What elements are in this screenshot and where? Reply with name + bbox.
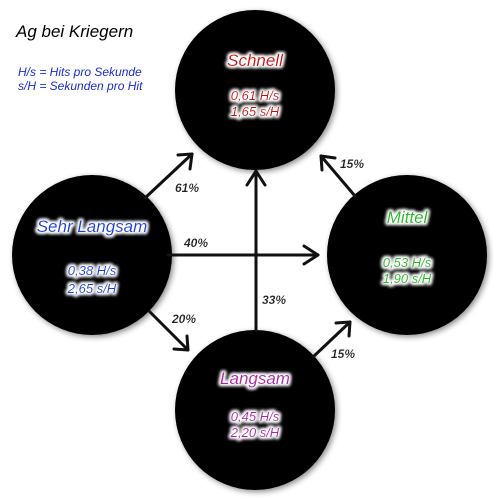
edge-label-mittel-to-schnell: 15% [340,157,364,171]
arrow-langsam-to-mittel [311,320,352,359]
edge-label-sehr-langsam-to-langsam: 20% [171,312,196,326]
node-langsam: Langsam 0,45 H/s 2,20 s/H [175,330,335,490]
legend-seconds-per-hit: s/H = Sekunden pro Hit [18,79,143,93]
node-mittel-hits-per-second: 0,53 H/s [383,255,432,270]
edge-label-sehr-langsam-to-schnell: 61% [175,181,199,195]
node-schnell-hits-per-second: 0,61 H/s [231,88,280,103]
node-mittel: Mittel 0,53 H/s 1,90 s/H [327,175,487,335]
node-langsam-hits-per-second: 0,45 H/s [231,409,280,424]
node-langsam-name: Langsam [220,369,290,388]
node-schnell-circle [175,10,335,170]
arrow-sehr-langsam-to-langsam [148,310,190,352]
node-sehr-langsam-circle [12,175,172,335]
node-sehr-langsam-seconds-per-hit: 2,65 s/H [67,281,117,296]
node-sehr-langsam-name: Sehr Langsam [37,217,148,236]
node-mittel-circle [327,175,487,335]
edge-label-langsam-to-mittel: 15% [331,347,355,361]
diagram-title: Ag bei Kriegern [16,22,134,41]
node-mittel-name: Mittel [387,208,429,227]
arrow-mittel-to-schnell [319,154,357,198]
legend-hits-per-second: H/s = Hits pro Sekunde [18,65,142,79]
node-sehr-langsam: Sehr Langsam 0,38 H/s 2,65 s/H [12,175,172,335]
edge-label-langsam-to-schnell: 33% [262,293,286,307]
node-sehr-langsam-hits-per-second: 0,38 H/s [68,263,117,278]
node-mittel-seconds-per-hit: 1,90 s/H [383,271,432,286]
edge-label-sehr-langsam-to-mittel: 40% [183,236,208,250]
node-schnell: Schnell 0,61 H/s 1,65 s/H [175,10,335,170]
node-schnell-name: Schnell [227,51,284,70]
arrow-sehr-langsam-to-mittel [166,244,320,266]
arrow-sehr-langsam-to-schnell [143,152,194,200]
arrow-langsam-to-schnell [245,169,267,332]
node-schnell-seconds-per-hit: 1,65 s/H [231,104,280,119]
node-langsam-circle [175,330,335,490]
node-langsam-seconds-per-hit: 2,20 s/H [230,425,280,440]
